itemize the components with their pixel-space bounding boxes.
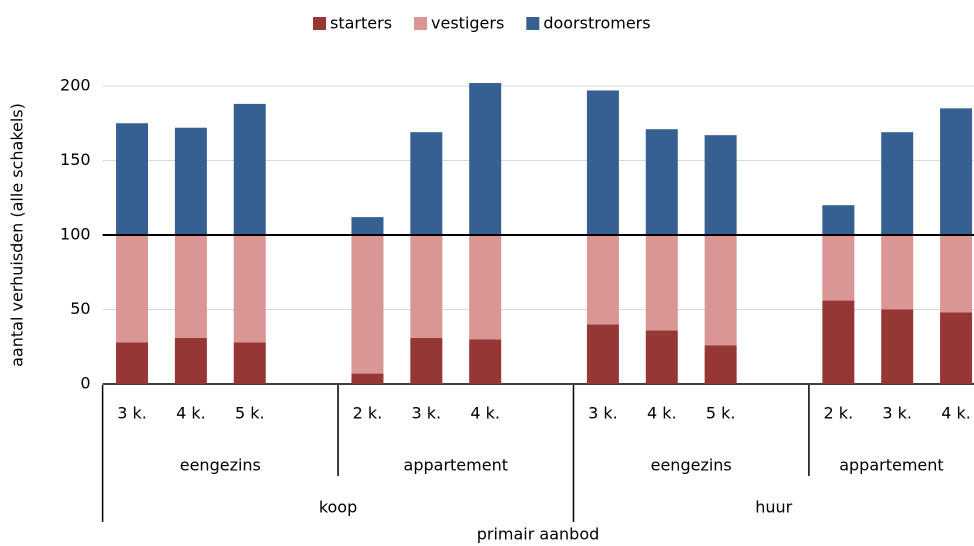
bar-segment: [116, 123, 149, 235]
x-tick-label: 3 k.: [882, 404, 912, 423]
bar-segment: [410, 337, 443, 384]
bar-segment: [704, 345, 737, 384]
group-label: appartement: [404, 456, 508, 475]
x-tick-label: 3 k.: [412, 404, 442, 423]
bar-segment: [881, 235, 914, 310]
bar-segment: [645, 129, 678, 235]
bar-segment: [233, 342, 266, 384]
bar-segment: [351, 217, 384, 235]
x-tick-label: 4 k.: [176, 404, 206, 423]
x-tick-label: 3 k.: [117, 404, 147, 423]
bar-segment: [822, 300, 855, 384]
bar-segment: [233, 235, 266, 343]
bar-segment: [410, 132, 443, 235]
bar-segment: [822, 205, 855, 235]
bar-segment: [469, 83, 502, 236]
x-tick-label: 2 k.: [353, 404, 383, 423]
bar-segment: [351, 373, 384, 384]
bar-segment: [704, 135, 737, 235]
x-tick-label: 2 k.: [824, 404, 854, 423]
bar-segment: [704, 235, 737, 346]
top-group-label: koop: [319, 498, 357, 517]
bar-segment: [645, 330, 678, 384]
top-group-label: huur: [755, 498, 792, 517]
bar-segment: [940, 108, 973, 235]
x-tick-label: 4 k.: [941, 404, 971, 423]
x-tick-label: 4 k.: [470, 404, 500, 423]
group-label: appartement: [839, 456, 943, 475]
bar-segment: [469, 235, 502, 340]
legend-label: doorstromers: [543, 14, 650, 33]
y-tick-label: 150: [60, 150, 91, 169]
legend-swatch: [313, 17, 326, 30]
y-axis-title: aantal verhuisden (alle schakels): [8, 103, 27, 367]
x-tick-label: 4 k.: [647, 404, 677, 423]
group-label: eengezins: [180, 456, 261, 475]
legend-label: starters: [330, 14, 392, 33]
x-tick-label: 5 k.: [235, 404, 265, 423]
legend-swatch: [526, 17, 540, 30]
bar-segment: [881, 309, 914, 384]
bar-segment: [116, 235, 149, 343]
bar-segment: [586, 235, 619, 325]
bar-segment: [586, 324, 619, 384]
bar-segment: [174, 235, 207, 338]
bar-segment: [174, 337, 207, 384]
bar-segment: [822, 235, 855, 301]
bar-segment: [940, 312, 973, 384]
bar-segment: [469, 339, 502, 384]
bar-segment: [586, 90, 619, 235]
x-tick-label: 3 k.: [588, 404, 618, 423]
bar-segment: [940, 235, 973, 313]
group-label: eengezins: [651, 456, 732, 475]
bar-segment: [233, 103, 266, 235]
bar-segment: [174, 127, 207, 235]
bar-segment: [881, 132, 914, 235]
bar-segment: [116, 342, 149, 384]
bar-segment: [410, 235, 443, 338]
x-axis-title: primair aanbod: [477, 525, 600, 544]
y-tick-label: 0: [80, 374, 90, 393]
y-tick-label: 50: [70, 299, 90, 318]
y-tick-label: 200: [60, 76, 91, 95]
bar-segment: [645, 235, 678, 331]
y-tick-label: 100: [60, 225, 91, 244]
legend-label: vestigers: [431, 14, 504, 33]
legend-swatch: [414, 17, 428, 30]
bar-segment: [351, 235, 384, 374]
x-tick-label: 5 k.: [706, 404, 736, 423]
